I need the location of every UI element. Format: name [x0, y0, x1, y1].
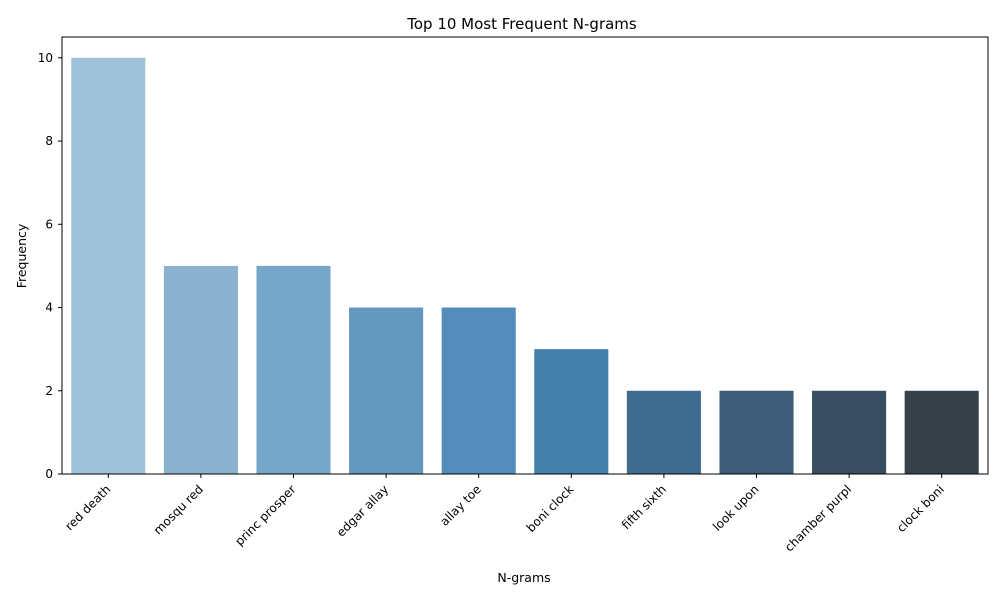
bar-7 — [719, 390, 794, 474]
bar-8 — [812, 390, 887, 474]
x-tick-label-5: boni clock — [524, 482, 577, 535]
bar-9 — [904, 390, 979, 474]
x-tick-label-8: chamber purpl — [782, 482, 854, 554]
y-tick-label-1: 2 — [45, 384, 53, 398]
bar-0 — [71, 57, 146, 475]
x-tick-label-3: edgar allay — [334, 482, 391, 539]
x-tick-label-0: red death — [62, 482, 113, 533]
bar-6 — [626, 390, 701, 474]
y-tick-label-2: 4 — [45, 301, 53, 315]
chart-title: Top 10 Most Frequent N-grams — [406, 15, 637, 33]
y-tick-label-3: 6 — [45, 217, 53, 231]
bar-4 — [441, 307, 516, 474]
bars-group — [71, 57, 979, 475]
bar-1 — [163, 265, 238, 474]
x-tick-label-7: look upon — [710, 482, 762, 534]
bar-5 — [534, 349, 609, 474]
y-axis: 0 2 4 6 8 10 — [38, 51, 62, 481]
plot-frame — [61, 36, 989, 475]
x-axis-label: N-grams — [497, 570, 550, 585]
x-tick-label-1: mosqu red — [151, 482, 206, 537]
bar-2 — [256, 265, 331, 474]
y-axis-label: Frequency — [14, 223, 29, 288]
x-tick-label-6: fifth sixth — [619, 482, 669, 532]
y-tick-label-5: 10 — [38, 51, 53, 65]
x-tick-label-9: clock boni — [894, 482, 947, 535]
bar-3 — [349, 307, 424, 474]
x-axis: red death mosqu red princ prosper edgar all… — [62, 474, 947, 554]
y-tick-label-0: 0 — [45, 467, 53, 481]
y-tick-label-4: 8 — [45, 134, 53, 148]
x-tick-label-2: princ prosper — [232, 482, 298, 548]
x-tick-label-4: allay toe — [437, 482, 483, 528]
